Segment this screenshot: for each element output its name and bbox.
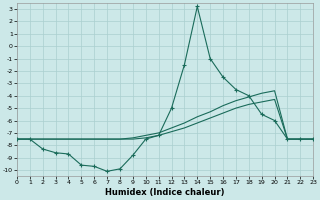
X-axis label: Humidex (Indice chaleur): Humidex (Indice chaleur) [105,188,225,197]
